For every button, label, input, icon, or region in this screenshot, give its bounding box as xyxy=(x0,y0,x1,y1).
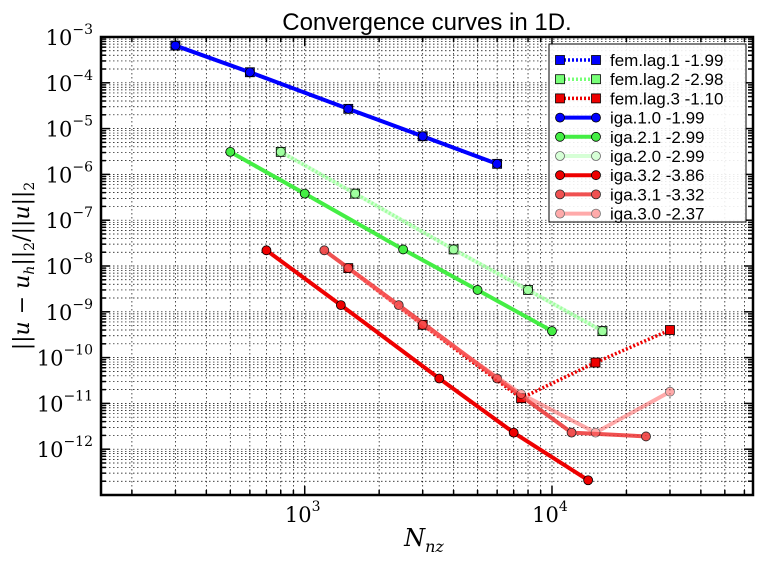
legend-entry xyxy=(555,208,601,219)
y-tick-label: 10−4 xyxy=(46,68,93,96)
data-point xyxy=(516,389,526,399)
data-point xyxy=(566,427,577,438)
legend-marker xyxy=(591,170,601,181)
data-point xyxy=(590,357,601,368)
y-tick-label: 10−12 xyxy=(37,434,93,462)
plot-frame xyxy=(99,35,755,497)
y-tick-label: 10−11 xyxy=(37,388,93,416)
legend-marker xyxy=(555,208,565,219)
svg-text:Nnz: Nnz xyxy=(403,524,444,556)
y-tick-label: 10−7 xyxy=(46,205,93,233)
data-point xyxy=(583,475,594,486)
legend-label: iga.2.1 -2.99 xyxy=(610,128,705,147)
data-point xyxy=(299,188,310,199)
series-iga-2-0 xyxy=(275,146,608,336)
series-iga-1-0 xyxy=(170,40,503,169)
legend-entry xyxy=(555,55,601,65)
legend-marker xyxy=(555,55,565,65)
data-point xyxy=(434,373,445,384)
data-point xyxy=(343,103,354,114)
legend-marker xyxy=(555,189,565,200)
series-iga-3-2 xyxy=(261,245,594,486)
data-point xyxy=(225,146,236,157)
legend-label: iga.3.0 -2.37 xyxy=(610,205,705,224)
legend-marker xyxy=(591,93,601,104)
x-axis-label: Nnz xyxy=(403,524,444,556)
data-point xyxy=(319,245,330,256)
data-point xyxy=(343,263,354,273)
legend-marker xyxy=(591,55,601,65)
y-tick-label: 10−8 xyxy=(46,251,93,279)
data-point xyxy=(350,188,361,199)
data-point xyxy=(170,40,181,51)
data-point xyxy=(547,326,557,336)
data-point xyxy=(472,285,483,295)
legend-marker xyxy=(591,74,601,85)
y-axis-label: ||u − uh||2/||u||2 xyxy=(10,182,38,351)
legend-entry xyxy=(555,112,601,123)
data-point xyxy=(275,146,286,157)
chart-title: Convergence curves in 1D. xyxy=(282,9,571,36)
legend-entry xyxy=(555,151,601,161)
legend-marker xyxy=(591,151,601,161)
legend-marker xyxy=(555,74,565,85)
data-point xyxy=(597,326,608,336)
legend-marker xyxy=(555,112,565,123)
legend-label: fem.lag.3 -1.10 xyxy=(610,89,723,108)
legend-marker xyxy=(591,112,601,123)
y-tick-label: 10−6 xyxy=(46,159,93,187)
legend-box xyxy=(548,43,747,223)
svg-text:||u − uh||2/||u||2: ||u − uh||2/||u||2 xyxy=(10,182,38,351)
legend-label: iga.1.0 -1.99 xyxy=(610,109,705,128)
legend-marker xyxy=(591,189,601,200)
data-point xyxy=(244,67,255,78)
data-point xyxy=(665,386,675,397)
legend-entry xyxy=(555,131,601,142)
data-point xyxy=(590,427,601,438)
data-point xyxy=(508,427,519,438)
legend-entry xyxy=(555,93,601,104)
data-point xyxy=(523,285,533,295)
data-point xyxy=(335,300,346,311)
series-iga-3-0 xyxy=(343,263,675,438)
legend-marker xyxy=(591,208,601,219)
legend-marker xyxy=(591,131,601,142)
y-tick-label: 10−3 xyxy=(46,22,93,50)
legend-marker xyxy=(555,93,565,104)
data-point xyxy=(398,244,409,255)
legend-label: fem.lag.1 -1.99 xyxy=(610,51,723,70)
legend-marker xyxy=(555,170,565,181)
x-tick-label: 104 xyxy=(532,499,568,527)
legend-marker xyxy=(555,131,565,142)
data-point xyxy=(417,131,428,142)
legend-entry xyxy=(555,74,601,85)
y-tick-labels: 10−3 10−4 10−5 10−6 10−7 10−8 10−9 10−10 10−11 10… xyxy=(37,22,93,462)
data-point xyxy=(641,431,651,442)
data-point xyxy=(417,319,428,330)
data-point xyxy=(261,245,272,256)
legend-label: iga.3.1 -3.32 xyxy=(610,185,705,204)
x-tick-label: 103 xyxy=(285,499,321,527)
y-tick-label: 10−5 xyxy=(46,114,93,142)
legend-label: iga.2.0 -2.99 xyxy=(610,147,705,166)
series-layer xyxy=(170,40,675,486)
grid-lines xyxy=(101,36,753,496)
legend-entry xyxy=(555,170,601,181)
data-point xyxy=(448,244,459,255)
y-tick-label: 10−10 xyxy=(37,343,93,371)
series-iga-2-1 xyxy=(225,146,557,336)
y-tick-label: 10−9 xyxy=(46,297,93,325)
data-point xyxy=(492,158,503,169)
legend-label: iga.3.2 -3.86 xyxy=(610,166,705,185)
legend-marker xyxy=(555,151,565,161)
legend-label: fem.lag.2 -2.98 xyxy=(610,70,723,89)
x-tick-labels: 103 104 xyxy=(285,499,568,527)
data-point xyxy=(665,325,675,335)
legend-entry xyxy=(555,189,601,200)
